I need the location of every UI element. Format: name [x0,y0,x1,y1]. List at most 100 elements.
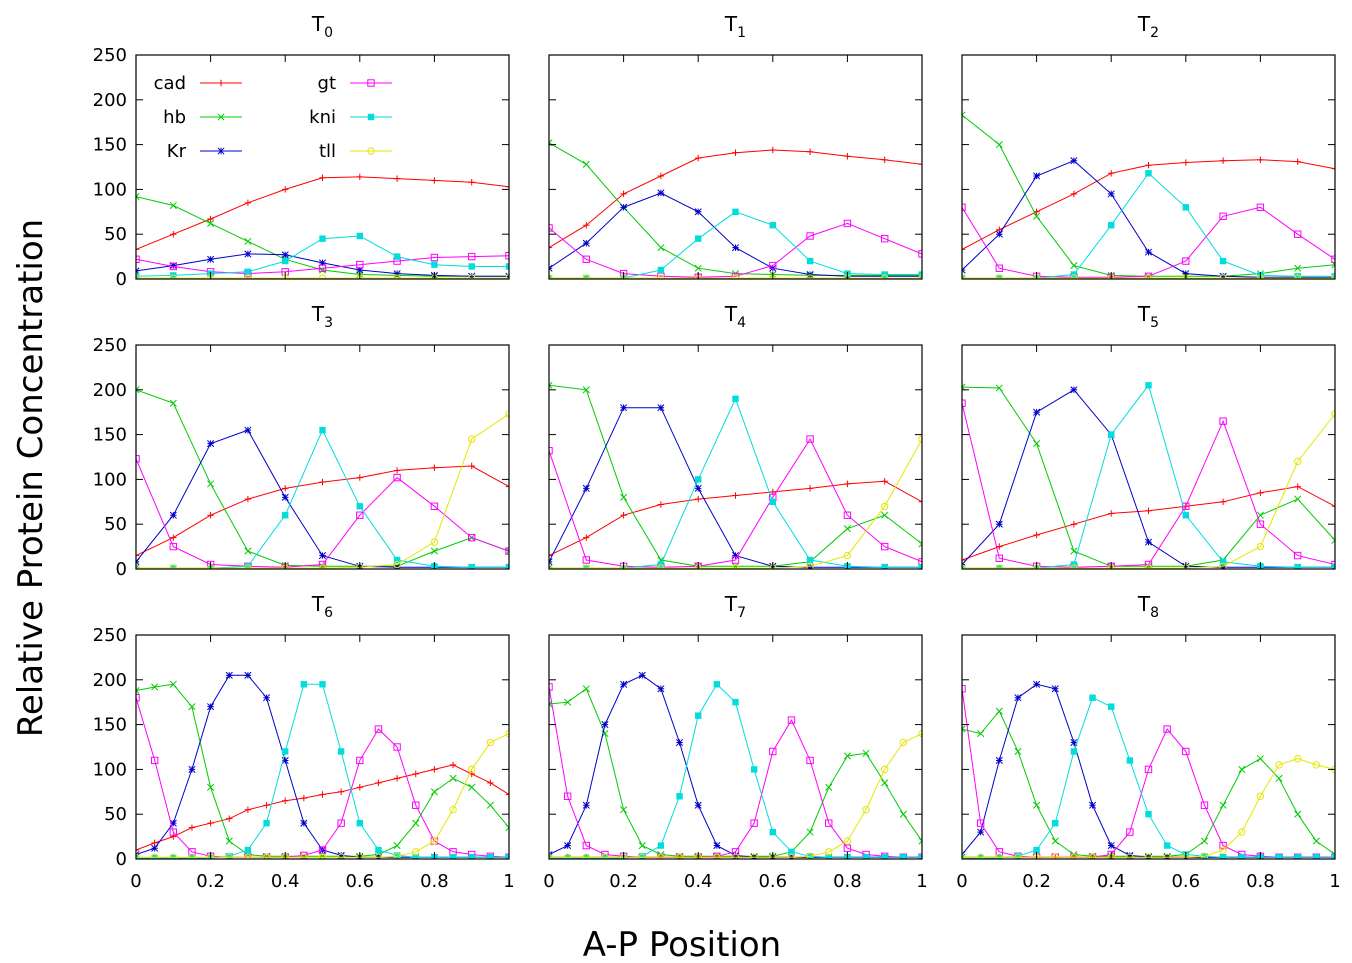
data-point-hb [169,201,177,210]
data-point-kni [319,681,326,688]
data-point-kni [583,274,590,279]
data-point-hb [225,837,233,845]
panel-T4: T4 [548,302,923,570]
data-point-gt [549,447,553,455]
plot-frame [135,634,510,860]
data-point-gt [468,252,476,261]
data-point-tll [806,852,814,859]
data-point-Kr [620,203,628,211]
data-point-hb [694,264,702,272]
data-point-Kr [225,671,233,679]
series-line-cad [962,486,1335,561]
data-point-hb [582,386,590,394]
data-point-hb [995,384,1003,392]
data-point-tll [713,853,721,859]
plot-frame [548,634,923,860]
data-point-gt [962,399,966,407]
data-point-tll [486,738,495,747]
legend-marker-gt [367,79,375,87]
data-point-Kr [281,493,289,501]
data-point-cad [393,775,401,782]
plot-frame [961,344,1336,570]
data-point-tll [731,564,740,569]
data-point-kni [1331,854,1335,859]
data-point-tll [1294,457,1302,466]
data-point-tll [1294,754,1302,763]
data-point-hb [1312,837,1320,845]
panel-T6: T6 0 50 100 150 200 250 0 0.2 0.4 0.6 0.8 1 [93,592,515,892]
data-point-gt [731,556,740,564]
x-tick-label: 0.6 [345,871,374,892]
data-point-hb [1014,747,1022,756]
data-point-tll [806,562,814,569]
data-point-kni [412,854,419,859]
data-point-hb [843,752,851,760]
data-point-kni [713,681,721,688]
data-point-tll [337,853,345,859]
data-point-cad [226,815,233,822]
data-point-kni [170,854,177,859]
panel-title: T2 [1137,12,1159,41]
y-tick-label: 0 [116,849,127,870]
data-point-tll [169,564,177,569]
legend-marker-Kr [217,147,225,155]
data-point-hb [1033,801,1041,809]
data-point-gt [1182,257,1190,265]
data-point-kni [732,699,739,706]
data-point-cad [412,770,419,778]
data-point-cad [505,483,509,490]
series-line-hb [549,688,922,857]
data-point-kni [1145,811,1152,818]
data-point-hb [449,774,457,782]
data-point-cad [356,784,363,791]
data-point-Kr [244,250,252,258]
data-point-tll [1070,564,1078,569]
x-tick-label: 0.4 [271,871,300,892]
data-point-gt [962,203,966,212]
data-point-tll [881,274,889,279]
data-point-kni [1108,703,1115,710]
data-point-kni [1014,853,1022,859]
data-point-cad [549,552,553,559]
data-point-kni [1219,558,1227,566]
data-point-cad [393,175,401,182]
data-point-tll [750,853,758,859]
data-point-Kr [1070,386,1078,394]
data-point-Kr [207,255,215,263]
data-point-Kr [675,738,684,747]
data-point-kni [732,208,739,215]
data-point-kni [769,498,776,505]
data-point-cad [732,149,739,156]
y-tick-label: 100 [93,759,127,780]
data-point-kni [282,257,289,265]
x-tick-label: 0.2 [196,871,225,892]
data-point-tll [657,564,665,569]
data-point-cad [431,177,438,184]
data-point-hb [505,547,509,555]
data-point-kni [881,564,888,569]
panel-T0: T0 0 50 100 150 200 250 cad hb Kr gt kni tll [93,12,510,290]
data-point-tll [430,538,439,546]
data-point-kni [996,564,1003,569]
data-point-gt [962,685,966,693]
data-point-kni [1070,748,1078,755]
data-point-cad [844,153,851,160]
series-line-hb [549,384,922,567]
series-group [136,386,509,569]
data-point-tll [549,564,553,569]
data-point-gt [393,743,401,751]
data-point-kni [657,266,665,274]
data-point-cad [244,495,252,503]
data-point-tll [582,853,590,859]
data-point-tll [188,853,196,859]
data-point-kni [977,854,984,859]
data-point-tll [1200,852,1209,859]
data-point-cad [1294,483,1301,490]
data-point-gt [843,844,852,852]
data-point-hb [1294,810,1302,818]
data-point-cad [1033,531,1040,539]
x-tick-label: 0.6 [1171,871,1200,892]
data-point-kni [1108,431,1115,438]
data-point-tll [393,274,401,279]
series-group [962,382,1335,569]
